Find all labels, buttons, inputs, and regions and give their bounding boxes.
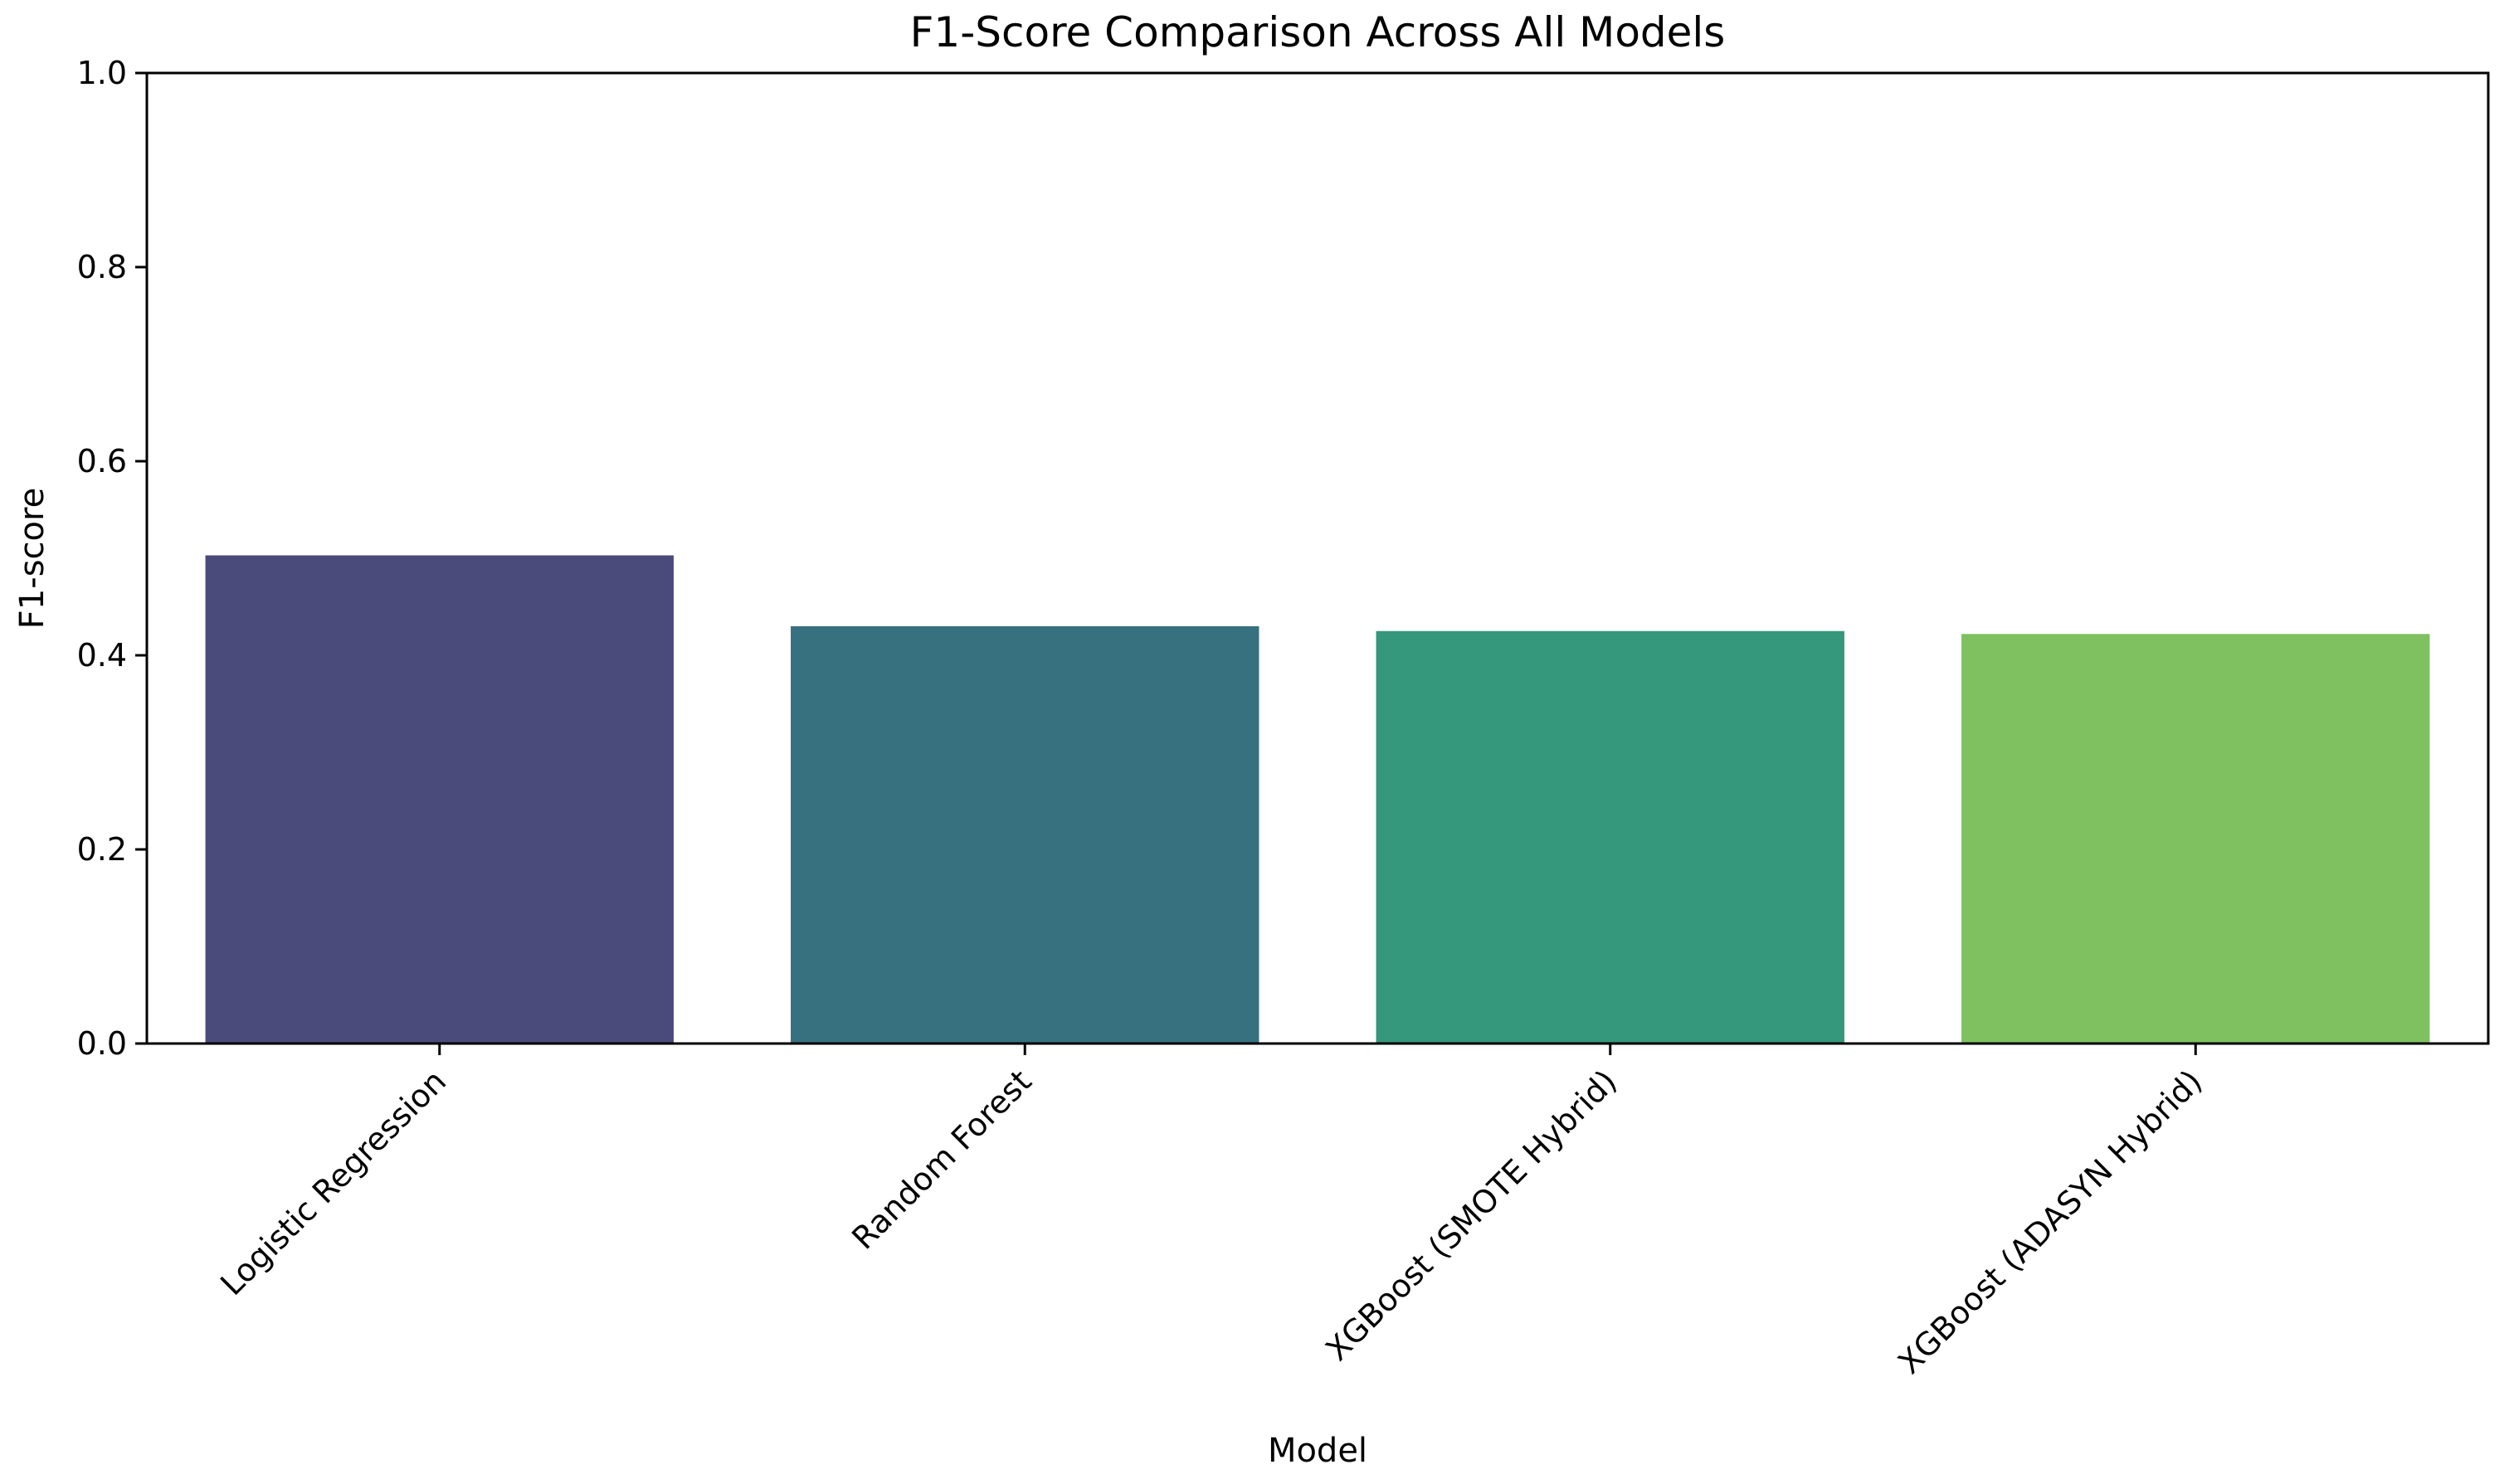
x-tick-label: Logistic Regression	[213, 1063, 453, 1302]
chart-title: F1-Score Comparison Across All Models	[910, 8, 1726, 56]
bars-group	[205, 555, 2430, 1044]
bar-4	[1961, 634, 2430, 1044]
plot-frame	[145, 71, 2490, 1045]
bar-2	[791, 625, 1259, 1044]
x-axis-ticks: Logistic Regression Random Forest XGBoost …	[213, 1044, 2209, 1381]
y-tick-label: 0.8	[77, 249, 127, 285]
y-axis-ticks: 0.0 0.2 0.4 0.6 0.8 1.0	[77, 55, 147, 1062]
y-tick-label: 1.0	[77, 55, 127, 91]
x-tick-label: XGBoost (ADASYN Hybrid)	[1891, 1063, 2209, 1381]
y-tick-label: 0.4	[77, 637, 127, 674]
y-tick-label: 0.6	[77, 443, 127, 479]
y-tick-label: 0.2	[77, 831, 127, 868]
x-tick-label: XGBoost (SMOTE Hybrid)	[1318, 1063, 1624, 1368]
bar-3	[1376, 630, 1844, 1044]
bar-1	[205, 555, 674, 1044]
x-axis-label: Model	[1268, 1432, 1367, 1470]
x-tick-label: Random Forest	[845, 1063, 1038, 1256]
y-tick-label: 0.0	[77, 1025, 127, 1062]
y-axis-label: F1-score	[13, 488, 51, 629]
